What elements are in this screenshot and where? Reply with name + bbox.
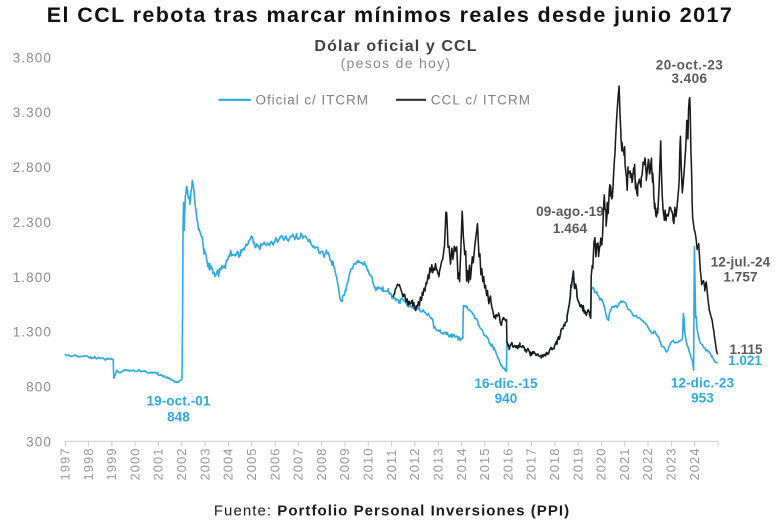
svg-text:848: 848 [167, 410, 190, 425]
svg-text:19-oct.-01: 19-oct.-01 [146, 394, 210, 409]
svg-text:16-dic.-15: 16-dic.-15 [474, 376, 538, 391]
svg-text:2003: 2003 [197, 448, 212, 481]
svg-text:953: 953 [691, 391, 714, 406]
svg-text:12-dic.-23: 12-dic.-23 [671, 376, 735, 391]
svg-text:800: 800 [26, 379, 52, 394]
svg-text:20-oct.-23: 20-oct.-23 [656, 58, 724, 73]
svg-text:2014: 2014 [454, 448, 469, 481]
svg-text:2006: 2006 [267, 448, 282, 481]
svg-text:Fuente: Portfolio Personal Inv: Fuente: Portfolio Personal Inversiones (… [214, 503, 570, 520]
svg-text:2010: 2010 [361, 448, 376, 481]
svg-text:1.021: 1.021 [728, 353, 762, 368]
svg-text:2005: 2005 [244, 448, 259, 481]
svg-text:Oficial c/ ITCRM: Oficial c/ ITCRM [256, 93, 369, 108]
svg-text:2004: 2004 [221, 448, 236, 481]
svg-text:2000: 2000 [127, 448, 142, 481]
svg-text:3.300: 3.300 [13, 105, 52, 120]
svg-text:2013: 2013 [431, 448, 446, 481]
svg-text:2.300: 2.300 [13, 215, 52, 230]
svg-text:2021: 2021 [617, 448, 632, 481]
svg-text:2012: 2012 [407, 448, 422, 481]
svg-text:1.464: 1.464 [553, 221, 588, 236]
svg-text:2016: 2016 [500, 448, 515, 481]
svg-text:2022: 2022 [640, 448, 655, 481]
svg-text:Dólar oficial y CCL: Dólar oficial y CCL [314, 38, 477, 55]
svg-text:1.800: 1.800 [13, 270, 52, 285]
svg-text:2017: 2017 [524, 448, 539, 481]
svg-text:1.115: 1.115 [729, 342, 763, 357]
svg-text:3.406: 3.406 [671, 71, 707, 86]
svg-text:3.800: 3.800 [13, 50, 52, 65]
svg-text:2024: 2024 [687, 448, 702, 481]
svg-text:1.300: 1.300 [13, 325, 52, 340]
svg-text:(pesos de hoy): (pesos de hoy) [341, 55, 452, 71]
svg-text:940: 940 [495, 391, 518, 406]
svg-text:300: 300 [26, 434, 52, 449]
svg-text:CCL c/ ITCRM: CCL c/ ITCRM [431, 93, 531, 108]
svg-text:2023: 2023 [664, 448, 679, 481]
svg-text:12-jul.-24: 12-jul.-24 [711, 255, 771, 270]
svg-text:09-ago.-19: 09-ago.-19 [536, 204, 604, 219]
svg-text:2019: 2019 [570, 448, 585, 481]
svg-text:2001: 2001 [151, 448, 166, 481]
svg-text:1.757: 1.757 [723, 270, 757, 285]
svg-text:2008: 2008 [314, 448, 329, 481]
svg-text:2009: 2009 [337, 448, 352, 481]
svg-text:2020: 2020 [594, 448, 609, 481]
svg-text:2007: 2007 [291, 448, 306, 481]
svg-text:2002: 2002 [174, 448, 189, 481]
svg-text:1997: 1997 [58, 448, 73, 481]
svg-text:2015: 2015 [477, 448, 492, 481]
svg-text:1999: 1999 [104, 448, 119, 481]
svg-text:2011: 2011 [384, 449, 399, 481]
svg-text:2.800: 2.800 [13, 160, 52, 175]
svg-text:El CCL rebota tras marcar míni: El CCL rebota tras marcar mínimos reales… [47, 3, 733, 27]
svg-text:2018: 2018 [547, 448, 562, 481]
svg-text:1998: 1998 [81, 448, 96, 481]
